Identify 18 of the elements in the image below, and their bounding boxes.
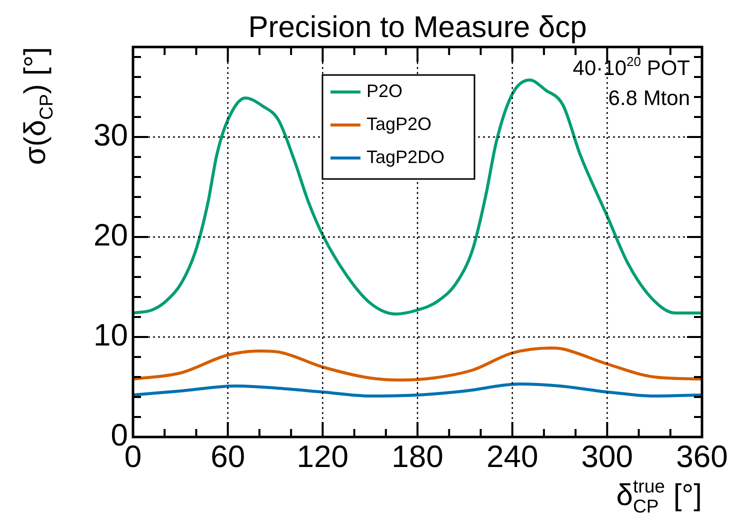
x-tick-label: 300 — [581, 439, 634, 474]
chart-title: Precision to Measure δcp — [248, 11, 587, 44]
y-tick-label: 30 — [94, 118, 128, 153]
y-axis-title: σ(δCP) [°] — [19, 46, 56, 166]
line-series — [133, 382, 702, 398]
legend-label: TagP2O — [366, 114, 432, 134]
legend-label: TagP2DO — [366, 146, 445, 167]
x-tick-label: 240 — [486, 439, 538, 474]
x-tick-label: 60 — [210, 439, 246, 474]
line-series — [133, 78, 702, 316]
x-tick-label: 360 — [676, 439, 728, 474]
annotation: 6.8 Mton — [608, 87, 690, 110]
x-tick-label: 180 — [392, 439, 444, 474]
y-tick-label: 20 — [94, 218, 128, 253]
line-series — [133, 346, 702, 382]
x-tick-label: 120 — [296, 439, 349, 474]
legend-label: P2O — [366, 80, 403, 101]
y-tick-label: 10 — [94, 318, 128, 353]
